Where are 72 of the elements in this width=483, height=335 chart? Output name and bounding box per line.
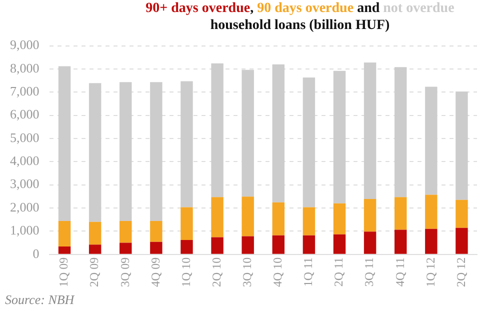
x-tick-label: 3Q 10: [240, 257, 254, 288]
bar: [242, 236, 254, 254]
bar: [364, 62, 376, 199]
bar: [150, 242, 162, 254]
bar: [88, 222, 102, 245]
y-tick-label: 2,000: [10, 199, 40, 214]
y-tick-label: 1,000: [10, 222, 40, 238]
bar: [364, 232, 376, 254]
bar: [425, 86, 438, 195]
bar: [302, 235, 316, 254]
bar: [302, 207, 316, 236]
y-tick-label: 6,000: [10, 106, 40, 122]
y-tick-label: 0: [32, 246, 40, 261]
y-tick-label: 7,000: [10, 84, 40, 99]
y-tick-label: 5,000: [10, 130, 40, 145]
bar: [425, 194, 438, 229]
bar: [333, 234, 346, 254]
x-tick-label: 4Q 11: [392, 257, 407, 287]
x-tick-label: 4Q 09: [148, 257, 162, 288]
x-tick-label: 2Q 10: [209, 257, 224, 288]
bar: [88, 244, 102, 254]
x-tick-label: 1Q 12: [423, 257, 438, 288]
bar: [211, 197, 224, 238]
bar: [302, 78, 316, 208]
x-tick-label: 3Q 09: [118, 257, 132, 288]
y-tick-label: 4,000: [10, 153, 40, 168]
bar: [120, 82, 132, 221]
bar: [425, 228, 438, 254]
bar: [150, 220, 162, 242]
x-tick-label: 1Q 09: [56, 257, 71, 288]
bar: [88, 83, 102, 222]
x-tick-label: 1Q 10: [178, 257, 193, 288]
x-tick-label: 2Q 12: [454, 257, 468, 288]
chart-title: household loans (billion HUF): [209, 17, 391, 34]
bar: [364, 198, 376, 232]
bar: [180, 207, 193, 240]
bar: [58, 246, 71, 254]
bar: [58, 220, 71, 246]
bar: [456, 200, 468, 228]
bar: [211, 63, 224, 198]
bar: [272, 202, 285, 236]
bar: [120, 220, 132, 243]
text: 90+ days overdue: [146, 1, 250, 16]
bar: [272, 235, 285, 254]
bar: [333, 70, 346, 204]
bar: [211, 237, 224, 254]
bar: [58, 66, 71, 221]
bar: [242, 196, 254, 236]
bar: [242, 70, 254, 197]
x-tick-label: 2Q 09: [87, 257, 102, 288]
bar: [394, 67, 407, 198]
x-tick-label: 3Q 11: [362, 257, 376, 287]
text: 90 days overdue: [257, 1, 354, 16]
bar: [456, 91, 468, 200]
bar: [394, 230, 407, 254]
bar: [120, 242, 132, 254]
bar: [456, 228, 468, 254]
text: and: [357, 1, 380, 16]
source-note: Source: NBH: [5, 292, 74, 308]
x-tick-label: 4Q 10: [270, 257, 285, 288]
bar: [333, 203, 346, 234]
y-tick-label: 3,000: [10, 176, 40, 192]
x-tick-label: 1Q 11: [301, 257, 316, 287]
bar: [394, 197, 407, 230]
bar: [272, 64, 285, 202]
y-tick-label: 9,000: [10, 37, 40, 52]
bar: [180, 81, 193, 208]
bar: [180, 240, 193, 254]
bar: [150, 82, 162, 221]
y-tick-label: 8,000: [10, 60, 40, 76]
x-tick-label: 2Q 11: [332, 257, 346, 287]
text: ,: [250, 1, 254, 16]
